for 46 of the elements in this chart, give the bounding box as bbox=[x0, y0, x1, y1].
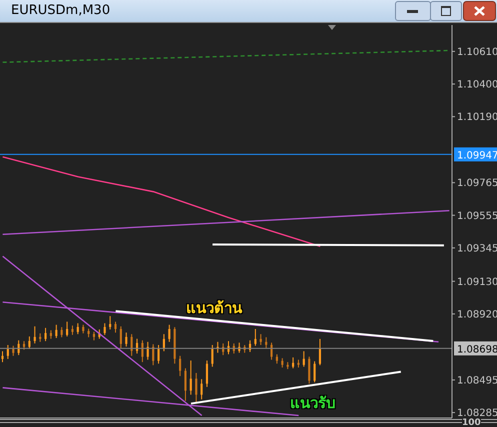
candlestick bbox=[254, 328, 256, 346]
candlestick bbox=[6, 344, 9, 360]
candlestick bbox=[302, 350, 305, 368]
candlestick bbox=[184, 368, 186, 402]
candlestick bbox=[260, 334, 262, 346]
candlestick bbox=[146, 341, 149, 360]
candlestick bbox=[179, 355, 182, 377]
candlestick bbox=[314, 360, 316, 383]
candlestick bbox=[141, 340, 144, 363]
candlestick bbox=[211, 344, 214, 368]
y-tick-label: 1.08495 bbox=[457, 375, 497, 386]
candlestick bbox=[34, 326, 36, 344]
line-series bbox=[2, 156, 321, 248]
candlestick bbox=[114, 321, 117, 334]
candlestick bbox=[1, 350, 4, 363]
candlestick bbox=[104, 322, 106, 336]
candlestick bbox=[195, 372, 198, 404]
candlestick bbox=[158, 344, 160, 364]
candlestick bbox=[76, 322, 79, 335]
candlestick bbox=[308, 356, 310, 384]
candlestick bbox=[318, 338, 322, 366]
y-tick-label: 1.09555 bbox=[457, 210, 497, 222]
candlestick bbox=[120, 326, 122, 349]
candlestick bbox=[168, 324, 170, 342]
chart-title: EURUSDm,M30 bbox=[11, 3, 110, 18]
y-tick-label: 1.08285 bbox=[457, 408, 497, 420]
candlestick bbox=[66, 321, 68, 337]
candlestick bbox=[200, 378, 203, 400]
candlestick bbox=[44, 327, 47, 342]
candlestick bbox=[55, 324, 58, 338]
candlestick bbox=[206, 360, 208, 388]
candlestick bbox=[281, 358, 284, 368]
candlestick bbox=[60, 326, 63, 338]
candlestick bbox=[71, 325, 74, 336]
candlestick bbox=[109, 316, 112, 330]
candlestick bbox=[276, 354, 278, 364]
annotation: แนวรับ bbox=[290, 393, 336, 414]
y-tick-label: 1.09345 bbox=[457, 243, 497, 254]
candlestick bbox=[190, 360, 192, 396]
candlestick bbox=[125, 332, 128, 348]
candlestick bbox=[265, 336, 268, 349]
text: 100 bbox=[462, 418, 481, 427]
annotation: แนวต้าน bbox=[186, 298, 242, 319]
y-tick-label: 1.09765 bbox=[457, 178, 497, 190]
candlestick bbox=[12, 345, 14, 356]
candlestick bbox=[28, 336, 30, 350]
